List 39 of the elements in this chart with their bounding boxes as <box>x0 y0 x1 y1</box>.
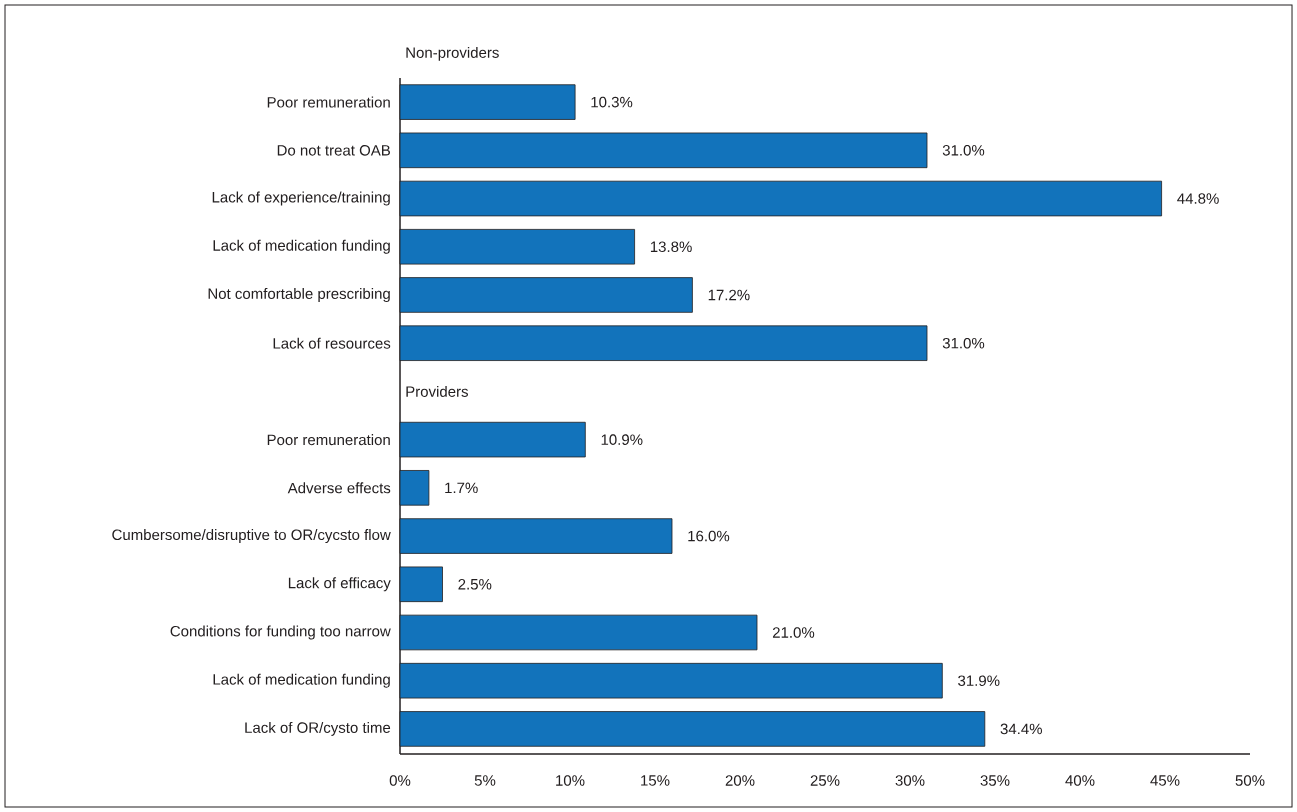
x-tick-label: 30% <box>895 775 925 786</box>
y-tick-label: Poor remuneration <box>267 434 390 446</box>
data-label: 44.8% <box>1177 193 1219 204</box>
x-tick-label: 45% <box>1150 775 1180 786</box>
y-tick-label: Lack of efficacy <box>288 577 391 592</box>
data-label: 31.0% <box>942 337 985 349</box>
data-label: 2.5% <box>458 578 492 590</box>
x-tick-label: 40% <box>1065 775 1095 786</box>
x-tick-label: 20% <box>725 775 755 786</box>
data-label: 21.0% <box>772 627 815 638</box>
x-tick-label: 10% <box>556 775 585 786</box>
y-tick-label: Lack of medication funding <box>213 673 390 688</box>
y-tick-label: Poor remuneration <box>267 96 390 108</box>
data-label: 10.3% <box>591 96 633 108</box>
data-label: 17.2% <box>708 289 750 301</box>
data-label: 31.9% <box>958 675 1000 687</box>
data-label: 31.0% <box>942 145 985 156</box>
y-tick-label: Not comfortable prescribing <box>208 287 390 302</box>
x-tick-label: 5% <box>474 775 496 786</box>
annotation: Providers <box>406 385 468 397</box>
x-tick-label: 0% <box>389 775 411 786</box>
y-tick-label: Cumbersome/disruptive to OR/cycsto flow <box>112 529 391 544</box>
x-tick-label: 50% <box>1235 775 1265 786</box>
data-label: 13.8% <box>650 241 692 253</box>
y-tick-label: Lack of experience/training <box>212 191 390 206</box>
data-label: 16.0% <box>688 530 730 542</box>
data-label: 10.9% <box>601 434 643 445</box>
text: Non-providers <box>406 46 499 61</box>
x-tick-label: 35% <box>980 775 1010 786</box>
y-tick-label: Lack of resources <box>273 337 391 349</box>
x-tick-label: 15% <box>641 775 670 786</box>
y-tick-label: Adverse effects <box>287 482 391 494</box>
y-tick-label: Lack of OR/cysto time <box>245 721 391 736</box>
y-tick-label: Conditions for funding too narrow <box>170 625 391 640</box>
y-tick-label: Lack of medication funding <box>213 239 390 254</box>
y-tick-label: Do not treat OAB <box>277 145 390 156</box>
data-label: 1.7% <box>445 482 478 494</box>
data-label: 34.4% <box>1000 723 1042 735</box>
x-tick-label: 25% <box>810 775 840 786</box>
